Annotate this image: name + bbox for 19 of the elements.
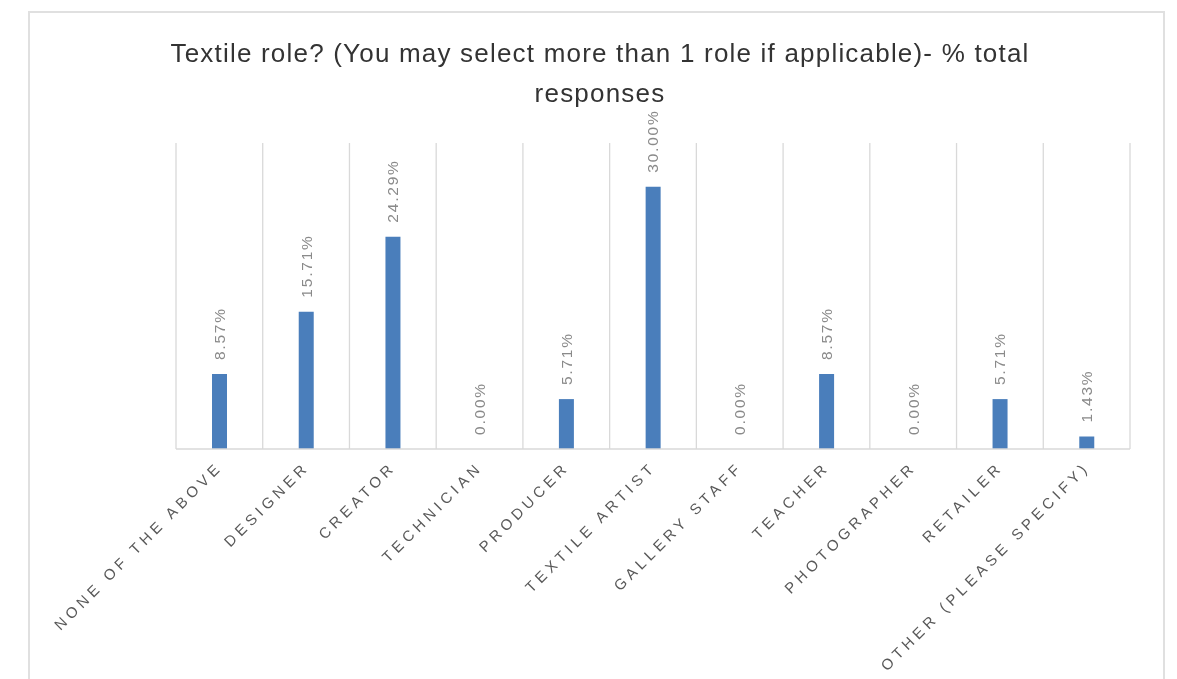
bar bbox=[992, 399, 1008, 449]
bar bbox=[385, 236, 401, 449]
bar bbox=[819, 374, 835, 449]
bar bbox=[645, 186, 661, 449]
data-label: 0.00% bbox=[904, 382, 922, 435]
bar bbox=[212, 374, 227, 449]
data-label: 8.57% bbox=[210, 307, 228, 361]
bar bbox=[558, 399, 574, 449]
data-label: 1.43% bbox=[1078, 369, 1096, 423]
data-label: 15.71% bbox=[297, 234, 315, 298]
data-label: 8.57% bbox=[817, 307, 835, 361]
data-label: 0.00% bbox=[470, 382, 488, 435]
chart-title: Textile role? (You may select more than 1 role if applicable)- % total responses bbox=[170, 38, 1030, 108]
bar bbox=[298, 311, 314, 449]
data-label: 24.29% bbox=[384, 159, 402, 223]
data-label: 5.71% bbox=[991, 332, 1009, 386]
data-label: 0.00% bbox=[731, 382, 749, 435]
data-label: 5.71% bbox=[557, 332, 575, 386]
data-label: 30.00% bbox=[644, 109, 662, 173]
